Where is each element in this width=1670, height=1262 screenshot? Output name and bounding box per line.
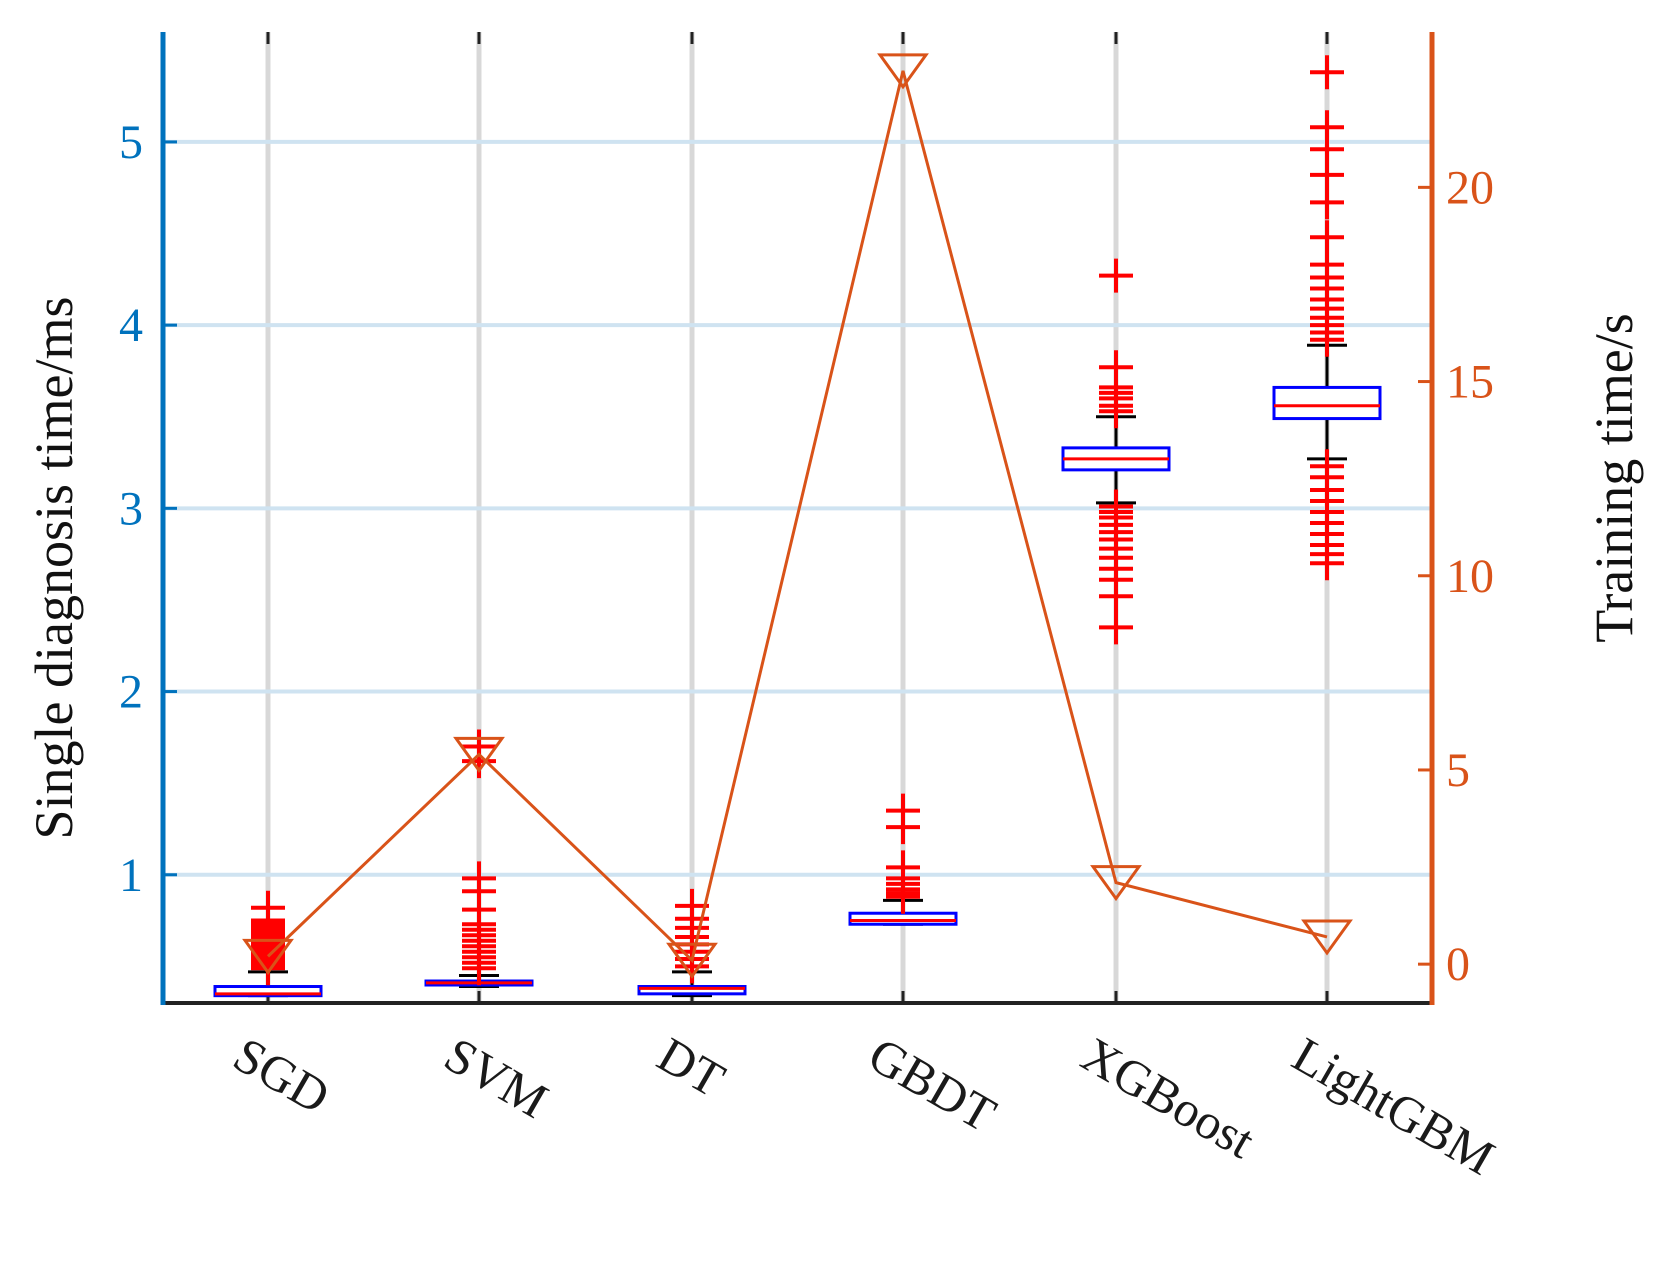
category-label-xgboost: XGBoost (1073, 1026, 1265, 1169)
axes-layer (160, 32, 1435, 1005)
right-tick-label-0: 0 (1446, 938, 1470, 991)
left-tick-label-3: 3 (119, 482, 143, 535)
category-label-lightgbm: LightGBM (1284, 1026, 1504, 1186)
box-svm (424, 729, 534, 989)
outlier-marker (886, 850, 920, 885)
right-tick-label-10: 10 (1446, 550, 1494, 603)
box-xgboost (1061, 258, 1171, 645)
outlier-marker (1310, 110, 1344, 145)
outlier-marker (251, 890, 285, 925)
outlier-marker (1310, 449, 1344, 484)
outlier-marker (1099, 350, 1133, 385)
outlier-marker (886, 793, 920, 828)
box-lightgbm (1272, 55, 1382, 581)
box-iqr (1272, 385, 1382, 421)
box-iqr (213, 985, 323, 998)
outlier-marker (1099, 610, 1133, 645)
left-tick-label-1: 1 (119, 849, 143, 902)
outlier-marker (1099, 489, 1133, 524)
training-time-marker-xgboost (1090, 865, 1142, 902)
right-tick-label-20: 20 (1446, 161, 1494, 214)
training-time-marker-sgd (242, 938, 294, 975)
training-time-marker-lightgbm (1301, 919, 1353, 956)
training-time-polyline (266, 70, 1328, 964)
box-iqr (637, 985, 747, 996)
training-time-marker-dt (666, 942, 718, 979)
training-time-line (242, 53, 1353, 979)
left-tick-label-4: 4 (119, 299, 143, 352)
left-tick-label-2: 2 (119, 666, 143, 719)
labels-layer: 1 2 3 4 5 0 5 10 15 20 SGD SVM DT GBDT XGBoost LightGBM (119, 116, 1504, 1186)
outlier-marker (462, 729, 496, 764)
category-label-gbdt: GBDT (860, 1026, 1006, 1143)
right-tick-label-5: 5 (1446, 744, 1470, 797)
box-plots (213, 55, 1382, 998)
outlier-marker (1310, 55, 1344, 90)
outlier-marker (1099, 258, 1133, 293)
category-label-svm: SVM (436, 1026, 558, 1129)
box-dt (637, 888, 747, 998)
box-iqr (848, 911, 958, 926)
box-gbdt (848, 793, 958, 926)
left-tick-label-5: 5 (119, 116, 143, 169)
category-label-sgd: SGD (225, 1026, 340, 1125)
right-axis-title: Training time/s (1584, 313, 1644, 643)
training-time-marker-svm (453, 736, 505, 773)
box-sgd (213, 890, 323, 998)
outlier-marker (1310, 220, 1344, 255)
training-time-marker-gbdt (877, 53, 929, 90)
right-tick-label-15: 15 (1446, 356, 1494, 409)
left-axis-title: Single diagnosis time/ms (24, 296, 84, 839)
outlier-marker (462, 861, 496, 896)
outlier-marker (675, 888, 709, 923)
category-label-dt: DT (649, 1026, 735, 1108)
